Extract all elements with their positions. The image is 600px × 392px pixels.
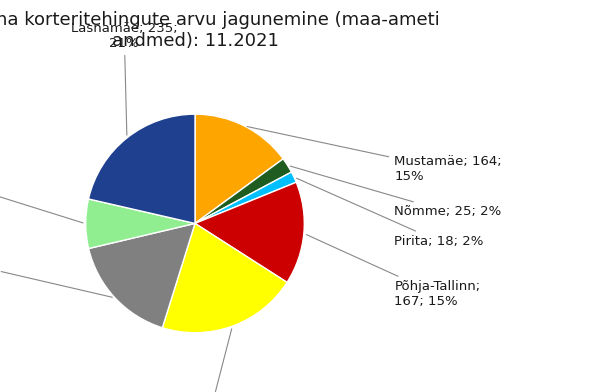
Text: Pirita; 18; 2%: Pirita; 18; 2% (296, 178, 484, 248)
Text: Mustamäe; 164;
15%: Mustamäe; 164; 15% (247, 127, 502, 183)
Text: Kesklinn; 181;
17%: Kesklinn; 181; 17% (0, 245, 112, 297)
Wedge shape (195, 114, 283, 223)
Wedge shape (195, 182, 304, 282)
Text: Põhja-Tallinn;
167; 15%: Põhja-Tallinn; 167; 15% (307, 234, 481, 308)
Text: Nõmme; 25; 2%: Nõmme; 25; 2% (290, 166, 502, 218)
Text: Lasnamäe; 235;
21%: Lasnamäe; 235; 21% (71, 22, 178, 135)
Wedge shape (86, 199, 195, 249)
Text: Kristiine; 80; 7%: Kristiine; 80; 7% (0, 172, 83, 223)
Wedge shape (163, 223, 287, 333)
Wedge shape (89, 223, 195, 328)
Wedge shape (195, 159, 292, 223)
Title: Tallinna korteritehingute arvu jagunemine (maa-ameti
andmed): 11.2021: Tallinna korteritehingute arvu jagunemin… (0, 11, 440, 50)
Text: Haabersti; 228;
21%: Haabersti; 228; 21% (159, 329, 262, 392)
Wedge shape (195, 172, 296, 223)
Wedge shape (88, 114, 195, 223)
